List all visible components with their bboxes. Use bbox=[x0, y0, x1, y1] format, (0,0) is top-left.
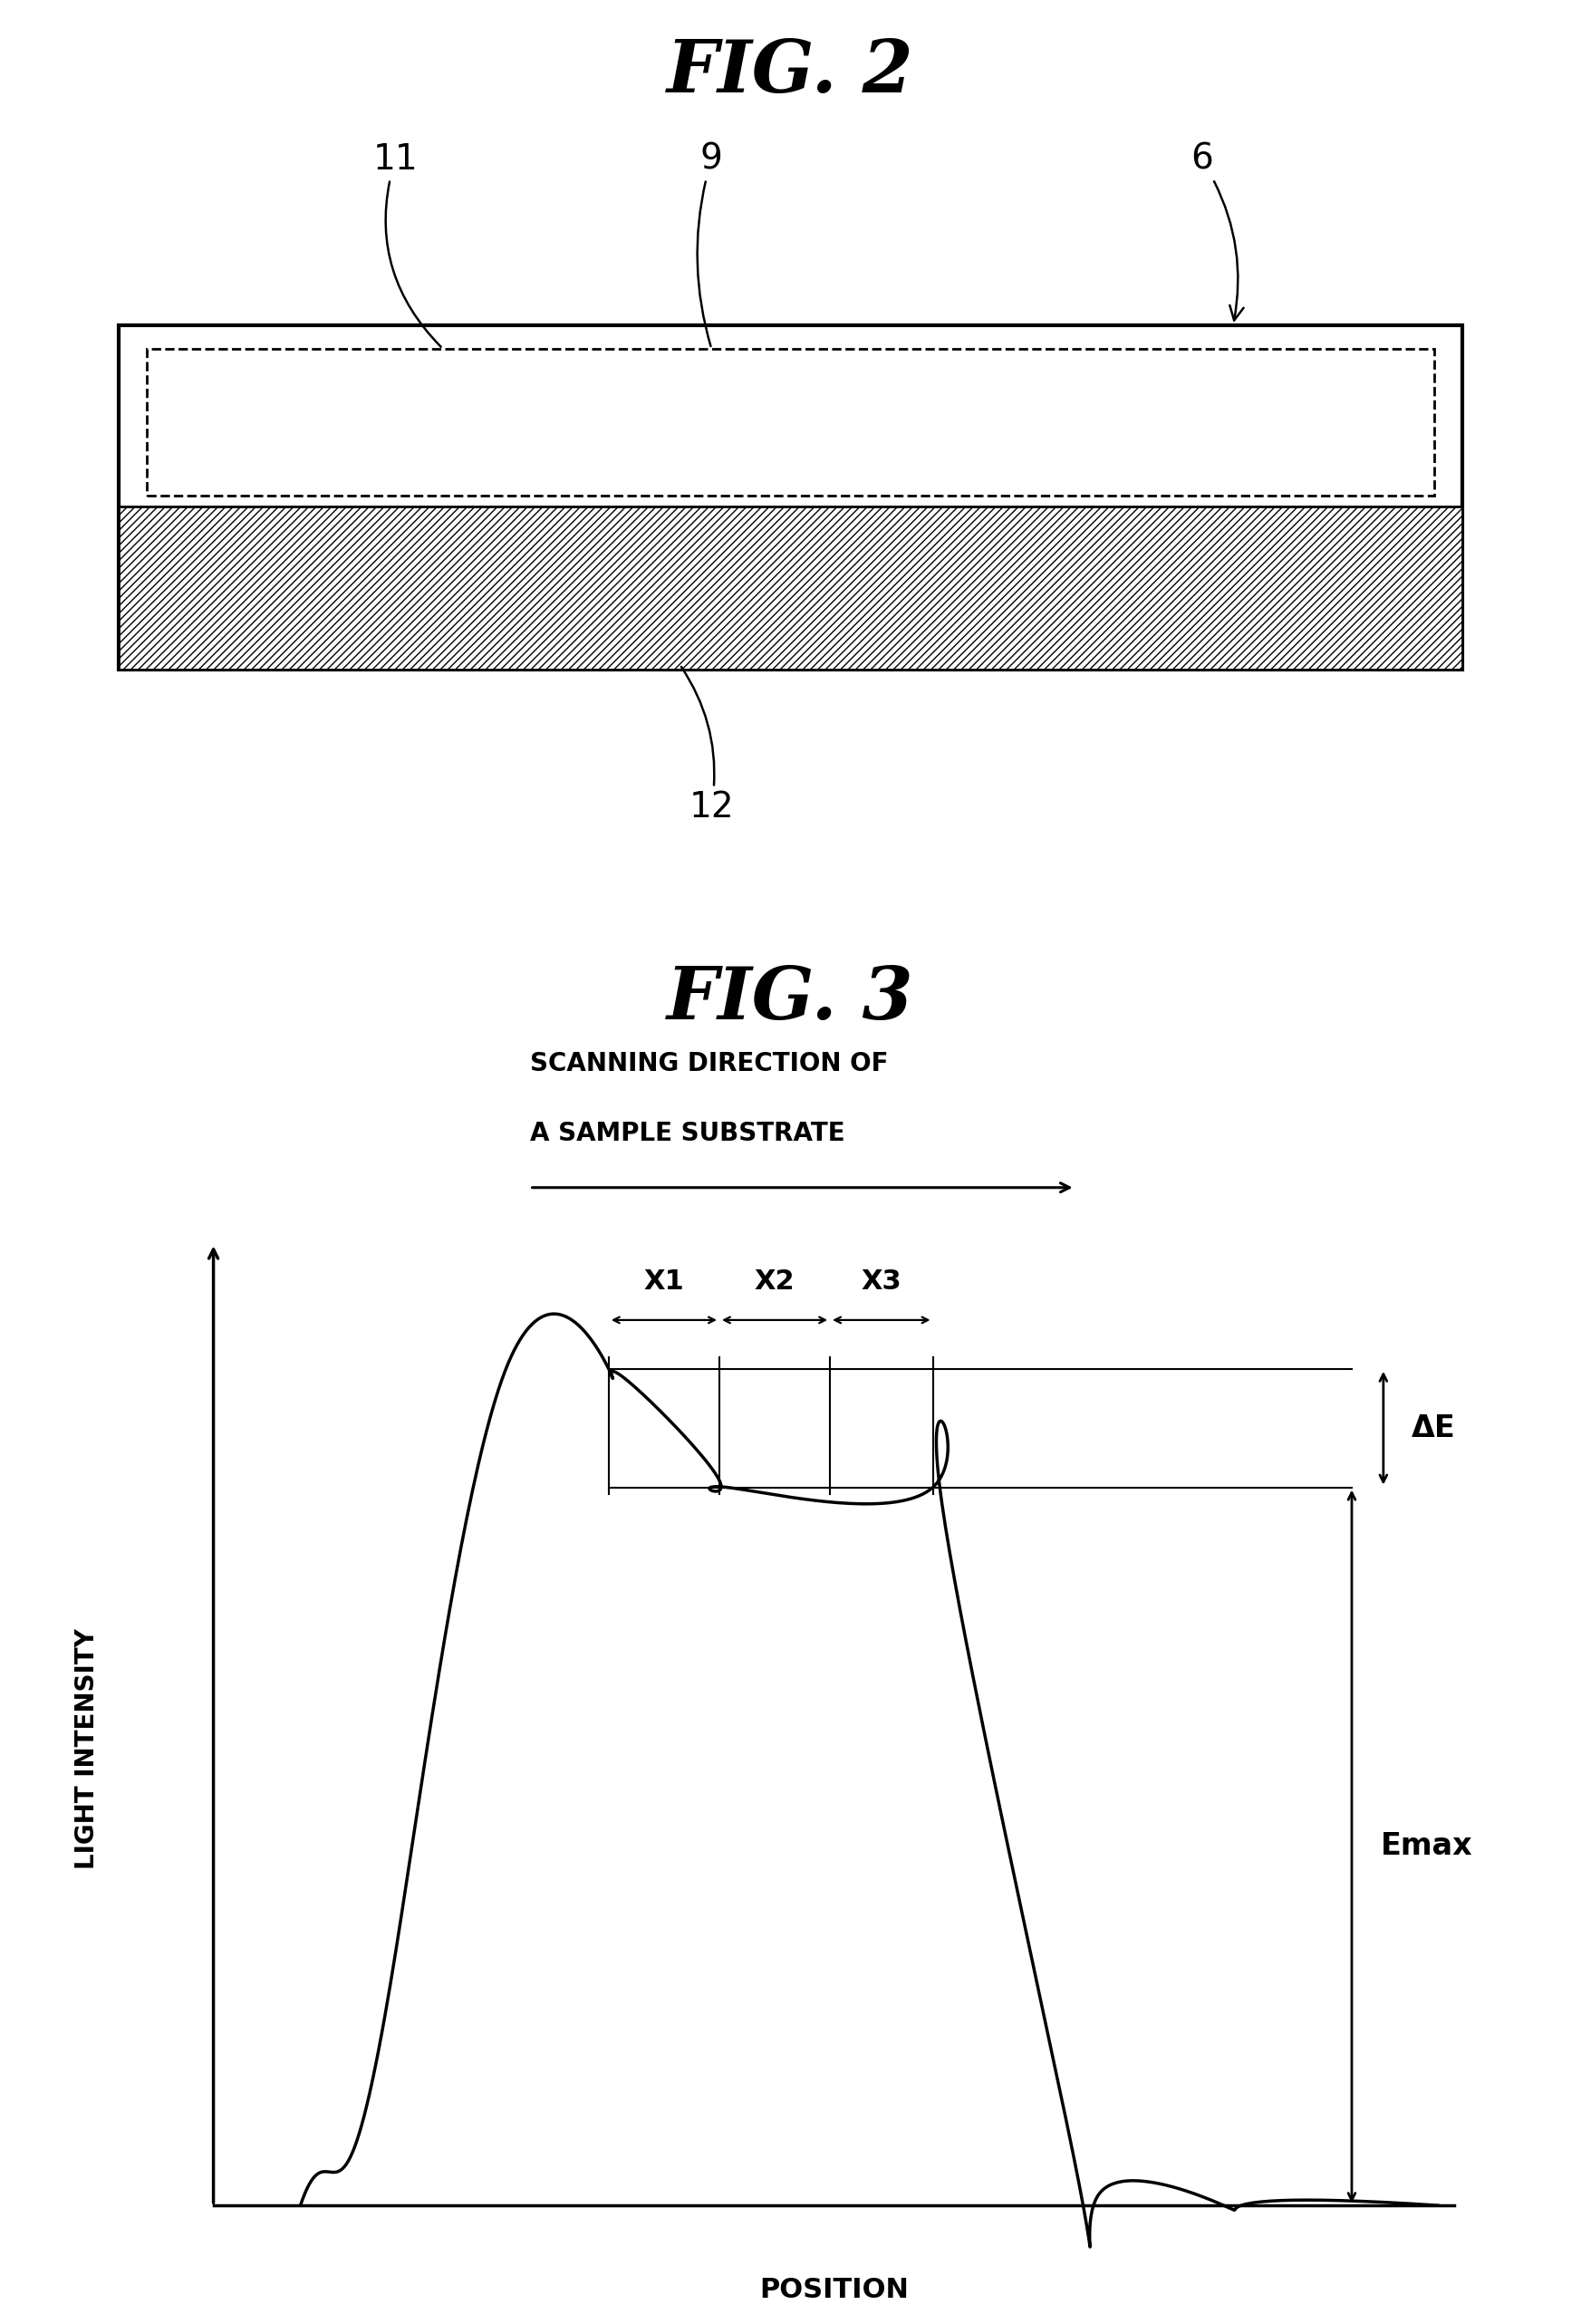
Text: FIG. 2: FIG. 2 bbox=[667, 37, 914, 107]
Text: X2: X2 bbox=[754, 1269, 795, 1294]
Text: X1: X1 bbox=[643, 1269, 685, 1294]
Text: 9: 9 bbox=[697, 142, 723, 346]
Bar bbox=[119, 507, 1462, 669]
Text: LIGHT INTENSITY: LIGHT INTENSITY bbox=[74, 1629, 100, 1868]
Text: X3: X3 bbox=[862, 1269, 901, 1294]
Text: ΔE: ΔE bbox=[1412, 1413, 1456, 1443]
Text: 11: 11 bbox=[373, 142, 441, 346]
Text: POSITION: POSITION bbox=[759, 2278, 909, 2303]
Text: 6: 6 bbox=[1190, 142, 1244, 321]
Bar bbox=[147, 349, 1434, 495]
Text: A SAMPLE SUBSTRATE: A SAMPLE SUBSTRATE bbox=[530, 1120, 844, 1146]
Text: Emax: Emax bbox=[1380, 1831, 1472, 1862]
Text: SCANNING DIRECTION OF: SCANNING DIRECTION OF bbox=[530, 1050, 889, 1076]
Text: 12: 12 bbox=[681, 667, 734, 825]
Text: FIG. 3: FIG. 3 bbox=[667, 964, 914, 1034]
Bar bbox=[119, 325, 1462, 669]
